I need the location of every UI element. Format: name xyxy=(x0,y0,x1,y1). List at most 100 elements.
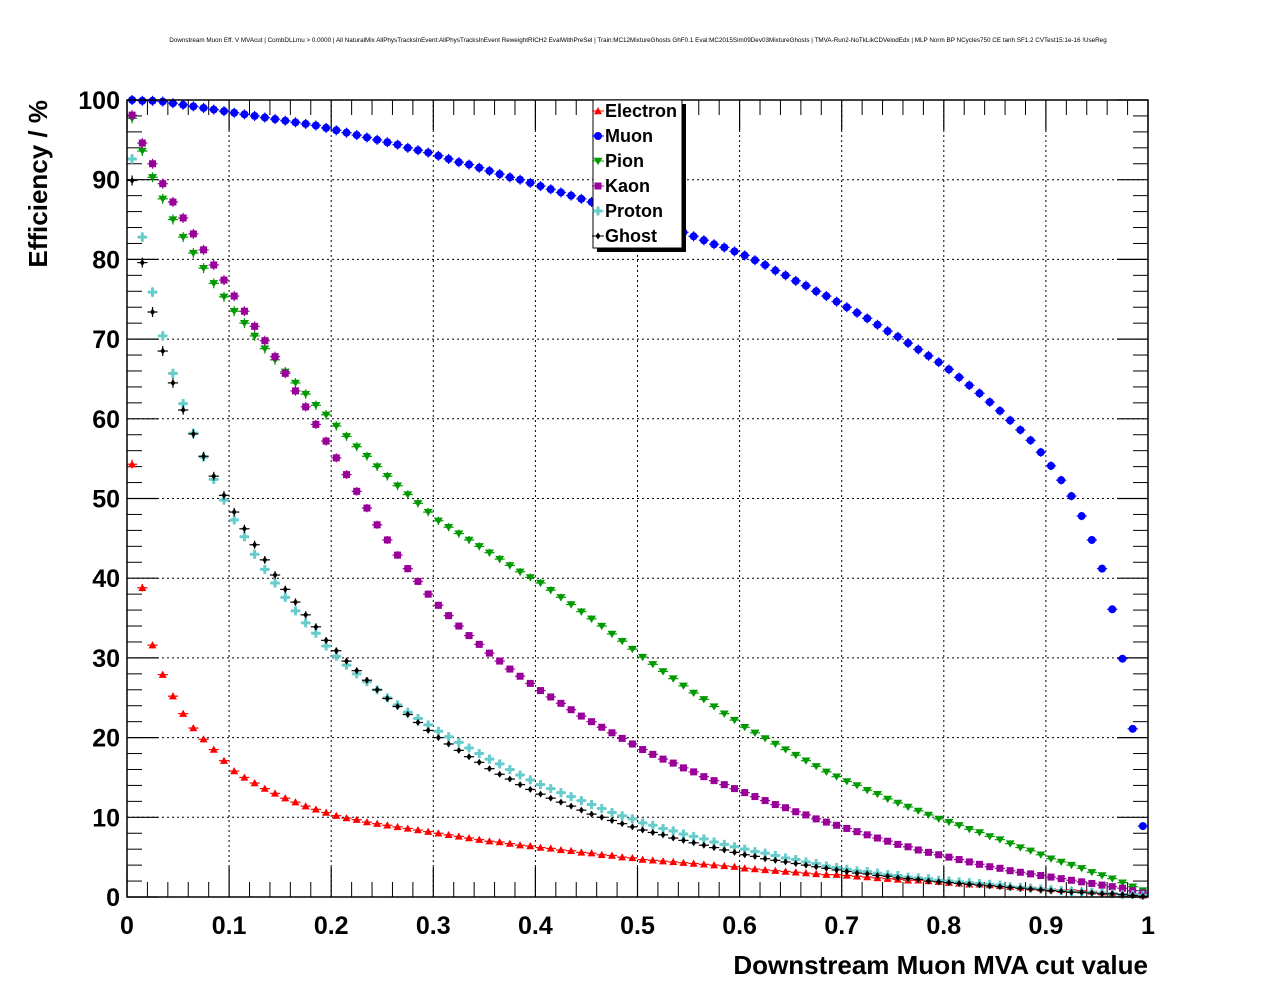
data-point-kaon xyxy=(1027,870,1035,878)
y-axis-title: Efficiency / % xyxy=(23,100,53,268)
legend-item-proton: Proton xyxy=(592,201,663,221)
y-tick-label: 80 xyxy=(92,246,120,274)
data-point-ghost xyxy=(987,882,993,890)
data-point-ghost xyxy=(160,347,166,355)
data-point-ghost xyxy=(1028,885,1034,893)
data-point-proton xyxy=(678,829,688,839)
data-point-muon xyxy=(944,365,953,374)
data-point-electron xyxy=(842,871,851,879)
data-point-kaon xyxy=(1006,867,1014,875)
data-point-ghost xyxy=(129,176,135,184)
data-point-kaon xyxy=(404,565,412,573)
data-point-muon xyxy=(853,308,862,317)
data-point-proton xyxy=(148,287,158,297)
data-point-proton xyxy=(444,732,454,742)
data-point-muon xyxy=(413,146,422,155)
data-point-pion xyxy=(750,729,760,737)
data-point-proton xyxy=(668,826,678,836)
data-point-electron xyxy=(812,869,821,878)
data-point-proton xyxy=(270,578,280,588)
data-point-pion xyxy=(1066,861,1076,870)
data-point-ghost xyxy=(548,794,554,802)
data-point-pion xyxy=(893,799,903,807)
data-point-pion xyxy=(331,422,341,430)
data-point-muon xyxy=(168,99,177,108)
diamond-marker-icon xyxy=(595,232,601,240)
data-point-pion xyxy=(137,147,147,156)
data-point-pion xyxy=(188,249,198,258)
data-point-kaon xyxy=(1067,876,1075,884)
data-point-muon xyxy=(158,97,167,106)
data-point-electron xyxy=(832,870,841,878)
data-point-electron xyxy=(607,851,616,859)
data-point-muon xyxy=(740,251,749,260)
axis-ticks xyxy=(126,99,1149,898)
data-point-ghost xyxy=(1079,888,1085,896)
data-point-pion xyxy=(903,803,913,811)
data-point-electron xyxy=(750,865,759,873)
series-ghost xyxy=(127,175,1148,900)
data-point-ghost xyxy=(252,541,258,549)
data-point-kaon xyxy=(904,843,912,851)
y-tick-label: 20 xyxy=(92,725,120,753)
data-point-ghost xyxy=(425,726,431,734)
data-point-kaon xyxy=(343,471,351,479)
data-point-pion xyxy=(995,836,1005,844)
data-point-ghost xyxy=(915,875,921,883)
data-point-kaon xyxy=(240,307,248,315)
data-point-kaon xyxy=(281,369,289,377)
data-point-electron xyxy=(424,827,433,835)
data-point-ghost xyxy=(640,826,646,834)
data-point-muon xyxy=(1138,822,1147,831)
data-point-electron xyxy=(373,819,382,827)
data-point-ghost xyxy=(854,869,860,877)
data-point-electron xyxy=(158,670,167,678)
data-point-pion xyxy=(158,195,168,203)
data-point-proton xyxy=(505,764,515,774)
data-point-kaon xyxy=(628,740,636,748)
data-point-kaon xyxy=(1057,875,1065,883)
data-point-proton xyxy=(137,232,147,242)
data-point-muon xyxy=(904,339,913,348)
data-point-ghost xyxy=(701,841,707,849)
data-point-kaon xyxy=(149,160,157,168)
data-point-ghost xyxy=(619,820,625,828)
data-point-muon xyxy=(352,131,361,140)
data-point-pion xyxy=(209,280,219,288)
data-point-proton xyxy=(495,759,505,769)
data-point-electron xyxy=(138,583,147,591)
data-point-muon xyxy=(505,173,514,182)
data-point-ghost xyxy=(721,846,727,854)
y-tick-label: 100 xyxy=(78,87,120,115)
data-point-pion xyxy=(781,746,791,754)
data-point-electron xyxy=(179,709,188,717)
data-point-ghost xyxy=(344,657,350,665)
data-point-pion xyxy=(301,390,311,399)
data-point-ghost xyxy=(1089,889,1095,897)
data-point-pion xyxy=(862,787,872,795)
data-point-muon xyxy=(1036,448,1045,457)
data-point-kaon xyxy=(598,723,606,731)
data-point-electron xyxy=(659,857,668,865)
data-marks xyxy=(127,95,1148,900)
data-point-electron xyxy=(689,859,698,867)
data-point-electron xyxy=(475,835,484,843)
data-point-pion xyxy=(484,549,494,557)
data-point-muon xyxy=(567,191,576,200)
data-point-ghost xyxy=(507,775,513,783)
data-point-kaon xyxy=(1118,884,1126,892)
data-point-muon xyxy=(536,182,545,191)
data-point-kaon xyxy=(1108,883,1116,891)
data-point-pion xyxy=(495,555,505,564)
data-point-ghost xyxy=(844,867,850,875)
data-point-pion xyxy=(648,661,658,669)
data-point-electron xyxy=(230,767,239,775)
data-point-muon xyxy=(832,297,841,306)
data-point-kaon xyxy=(782,804,790,812)
data-point-kaon xyxy=(526,679,534,687)
data-point-electron xyxy=(526,841,535,850)
data-point-pion xyxy=(975,829,985,837)
data-point-ghost xyxy=(405,710,411,718)
data-point-ghost xyxy=(517,781,523,789)
data-point-ghost xyxy=(241,525,247,533)
